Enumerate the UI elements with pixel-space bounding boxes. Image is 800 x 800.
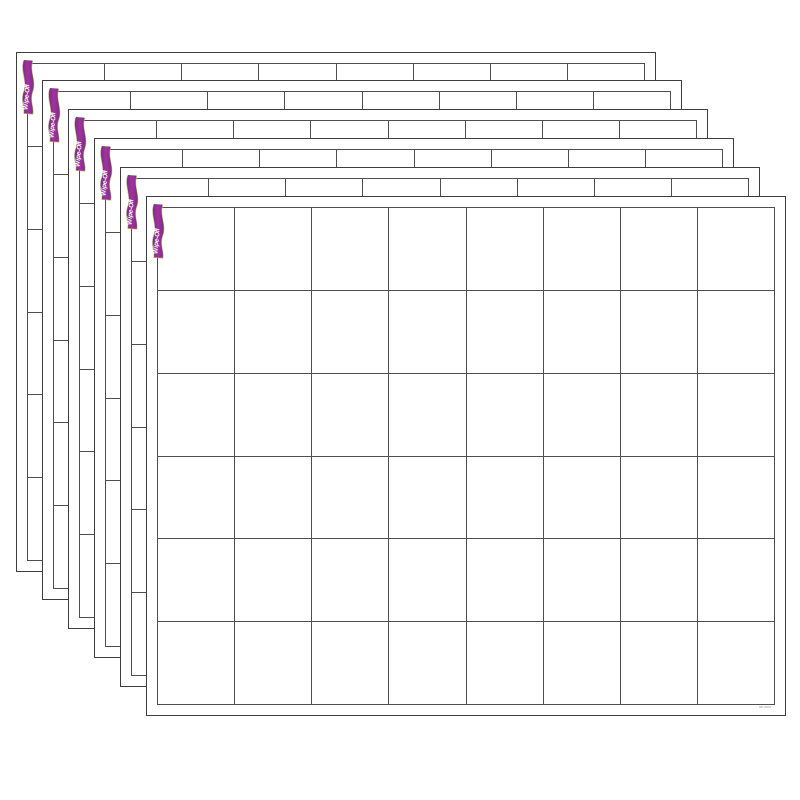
grid-cell[interactable] [235,622,313,705]
grid-cell[interactable] [697,208,775,291]
grid-cell[interactable] [235,373,313,457]
grid-cell[interactable] [543,208,621,291]
grid-cell[interactable] [312,456,390,540]
grid-cell[interactable] [620,622,698,705]
grid-cell[interactable] [158,208,236,291]
sku-mark: EP-0000 [758,705,771,709]
grid-cell[interactable] [697,290,775,374]
chart-sheet-6[interactable]: EP-0000 [146,196,786,716]
grid-cell[interactable] [389,456,467,540]
grid-cell[interactable] [466,290,544,374]
grid-cell[interactable] [697,456,775,540]
grid-cell[interactable] [697,539,775,623]
grid-cell[interactable] [543,456,621,540]
grid-cell[interactable] [312,373,390,457]
grid-cell[interactable] [620,456,698,540]
grid-cell[interactable] [543,622,621,705]
grid-cell[interactable] [389,539,467,623]
chart-grid [157,207,775,705]
grid-cell[interactable] [466,373,544,457]
grid-cell[interactable] [389,208,467,291]
grid-cell[interactable] [158,622,236,705]
grid-cell[interactable] [158,290,236,374]
grid-cell[interactable] [235,208,313,291]
grid-cell[interactable] [312,208,390,291]
grid-cell[interactable] [312,539,390,623]
grid-cell[interactable] [312,622,390,705]
grid-cell[interactable] [389,290,467,374]
grid-cell[interactable] [235,456,313,540]
grid-cell[interactable] [466,539,544,623]
grid-cell[interactable] [620,373,698,457]
grid-cell[interactable] [158,373,236,457]
grid-cell[interactable] [620,208,698,291]
grid-cell[interactable] [158,456,236,540]
grid-cell[interactable] [697,622,775,705]
grid-cell[interactable] [466,208,544,291]
grid-cell[interactable] [543,290,621,374]
grid-cell[interactable] [466,456,544,540]
grid-cell[interactable] [466,622,544,705]
grid-cell[interactable] [543,539,621,623]
grid-cell[interactable] [312,290,390,374]
grid-cell[interactable] [235,539,313,623]
grid-cell[interactable] [389,373,467,457]
grid-cell[interactable] [389,622,467,705]
grid-cell[interactable] [543,373,621,457]
grid-cell[interactable] [235,290,313,374]
grid-cell[interactable] [158,539,236,623]
grid-cell[interactable] [620,539,698,623]
grid-cell[interactable] [697,373,775,457]
grid-cell[interactable] [620,290,698,374]
